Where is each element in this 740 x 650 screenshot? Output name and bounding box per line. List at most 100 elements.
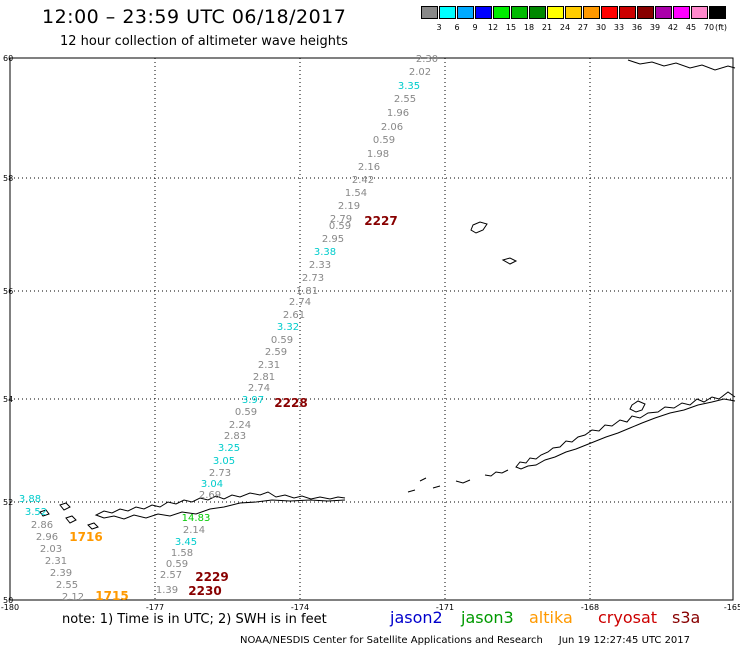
- latitude-label: 54: [3, 395, 13, 404]
- swh-value-label: 2.30: [416, 54, 438, 65]
- footer-note: note: 1) Time is in UTC; 2) SWH is in fe…: [62, 612, 327, 627]
- swh-value-label: 2.39: [50, 568, 72, 579]
- colorbar-swatch: [457, 6, 474, 19]
- latitude-label: 50: [3, 596, 13, 605]
- mission-jason2: jason2: [390, 608, 443, 627]
- swh-value-label: 3.45: [175, 537, 197, 548]
- pass-time-label: 2228: [274, 396, 307, 410]
- longitude-label: -174: [291, 603, 309, 612]
- colorbar-label: 27: [577, 23, 589, 32]
- mission-altika: altika: [529, 608, 573, 627]
- swh-value-label: 2.55: [56, 580, 78, 591]
- colorbar-label: 3: [436, 23, 442, 32]
- colorbar-swatch: [601, 6, 618, 19]
- longitude-label: -168: [581, 603, 599, 612]
- swh-value-label: 2.06: [381, 122, 403, 133]
- colorbar-label: 18: [523, 23, 535, 32]
- colorbar-swatch: [475, 6, 492, 19]
- colorbar-label: 6: [454, 23, 460, 32]
- swh-value-label: 2.79: [330, 214, 352, 225]
- swh-value-label: 2.33: [309, 260, 331, 271]
- swh-value-label: 2.74: [289, 297, 311, 308]
- colorbar-label: 45: [685, 23, 697, 32]
- swh-value-label: 2.02: [409, 67, 431, 78]
- latitude-label: 52: [3, 498, 13, 507]
- colorbar-label: 15: [505, 23, 517, 32]
- colorbar-swatch: [511, 6, 528, 19]
- swh-value-label: 3.04: [201, 479, 223, 490]
- colorbar-swatch: [493, 6, 510, 19]
- longitude-label: -177: [146, 603, 164, 612]
- swh-value-label: 2.74: [248, 383, 270, 394]
- latitude-label: 60: [3, 54, 13, 63]
- pass-time-label: 2230: [188, 584, 221, 598]
- swh-value-label: 1.39: [156, 585, 178, 596]
- colorbar-label: 36: [631, 23, 643, 32]
- longitude-label: -171: [436, 603, 454, 612]
- page-title: 12:00 – 23:59 UTC 06/18/2017: [42, 6, 347, 28]
- swh-value-label: 2.73: [302, 273, 324, 284]
- kodiak-coast: [629, 400, 646, 413]
- swh-value-label: 2.03: [40, 544, 62, 555]
- mission-jason3: jason3: [461, 608, 514, 627]
- swh-value-label: 2.19: [338, 201, 360, 212]
- swh-value-label: 3.32: [277, 322, 299, 333]
- colorbar-unit: (ft): [714, 23, 728, 32]
- colorbar-label: 21: [541, 23, 553, 32]
- colorbar-label: 39: [649, 23, 661, 32]
- swh-value-label: 3.05: [213, 456, 235, 467]
- swh-value-label: 2.24: [229, 420, 251, 431]
- longitude-label: -165: [724, 603, 740, 612]
- credit-text: NOAA/NESDIS Center for Satellite Applica…: [240, 635, 543, 646]
- swh-value-label: 2.73: [209, 468, 231, 479]
- pass-time-label: 1716: [69, 530, 102, 544]
- colorbar-swatch: [691, 6, 708, 19]
- colorbar-label: 70: [703, 23, 715, 32]
- colorbar-swatch: [619, 6, 636, 19]
- island-chain-east: [407, 469, 509, 493]
- swh-value-label: 2.86: [31, 520, 53, 531]
- swh-value-label: 2.61: [283, 310, 305, 321]
- map-frame: [9, 57, 734, 601]
- colorbar-swatch: [709, 6, 726, 19]
- swh-value-label: 2.57: [160, 570, 182, 581]
- swh-value-label: 1.81: [296, 286, 318, 297]
- latitude-label: 56: [3, 287, 13, 296]
- swh-value-label: 1.54: [345, 188, 367, 199]
- alaska-peninsula-coast: [515, 391, 736, 470]
- swh-value-label: 14.83: [182, 513, 211, 524]
- colorbar-swatch: [421, 6, 438, 19]
- swh-value-label: 3.38: [314, 247, 336, 258]
- swh-value-label: 2.55: [394, 94, 416, 105]
- swh-value-label: 1.58: [171, 548, 193, 559]
- swh-value-label: 2.12: [62, 592, 84, 603]
- longitude-label: -180: [1, 603, 19, 612]
- swh-value-label: 0.59: [166, 559, 188, 570]
- coastline: [39, 59, 736, 530]
- swh-value-label: 0.59: [373, 135, 395, 146]
- colorbar-label: 9: [472, 23, 478, 32]
- swh-value-label: 2.42: [352, 175, 374, 186]
- swh-value-label: 2.69: [199, 490, 221, 501]
- swh-value-label: 1.96: [387, 108, 409, 119]
- colorbar-swatch: [529, 6, 546, 19]
- colorbar-label: 30: [595, 23, 607, 32]
- mission-cryosat: cryosat: [598, 608, 658, 627]
- page-subtitle: 12 hour collection of altimeter wave hei…: [60, 34, 348, 49]
- mainland-north-coast: [627, 59, 736, 71]
- colorbar-label: 42: [667, 23, 679, 32]
- pass-time-label: 1715: [95, 589, 128, 603]
- pass-time-label: 2229: [195, 570, 228, 584]
- swh-value-label: 2.95: [322, 234, 344, 245]
- swh-value-label: 0.59: [271, 335, 293, 346]
- aleutian-west-islands: [39, 502, 99, 530]
- swh-value-label: 1.98: [367, 149, 389, 160]
- colorbar-swatch: [655, 6, 672, 19]
- colorbar-swatch: [547, 6, 564, 19]
- swh-value-label: 3.35: [398, 81, 420, 92]
- st-matthew-island: [501, 257, 518, 265]
- credit-line: NOAA/NESDIS Center for Satellite Applica…: [240, 635, 690, 646]
- swh-value-label: 3.52: [25, 507, 47, 518]
- swh-value-label: 3.25: [218, 443, 240, 454]
- swh-value-label: 2.31: [45, 556, 67, 567]
